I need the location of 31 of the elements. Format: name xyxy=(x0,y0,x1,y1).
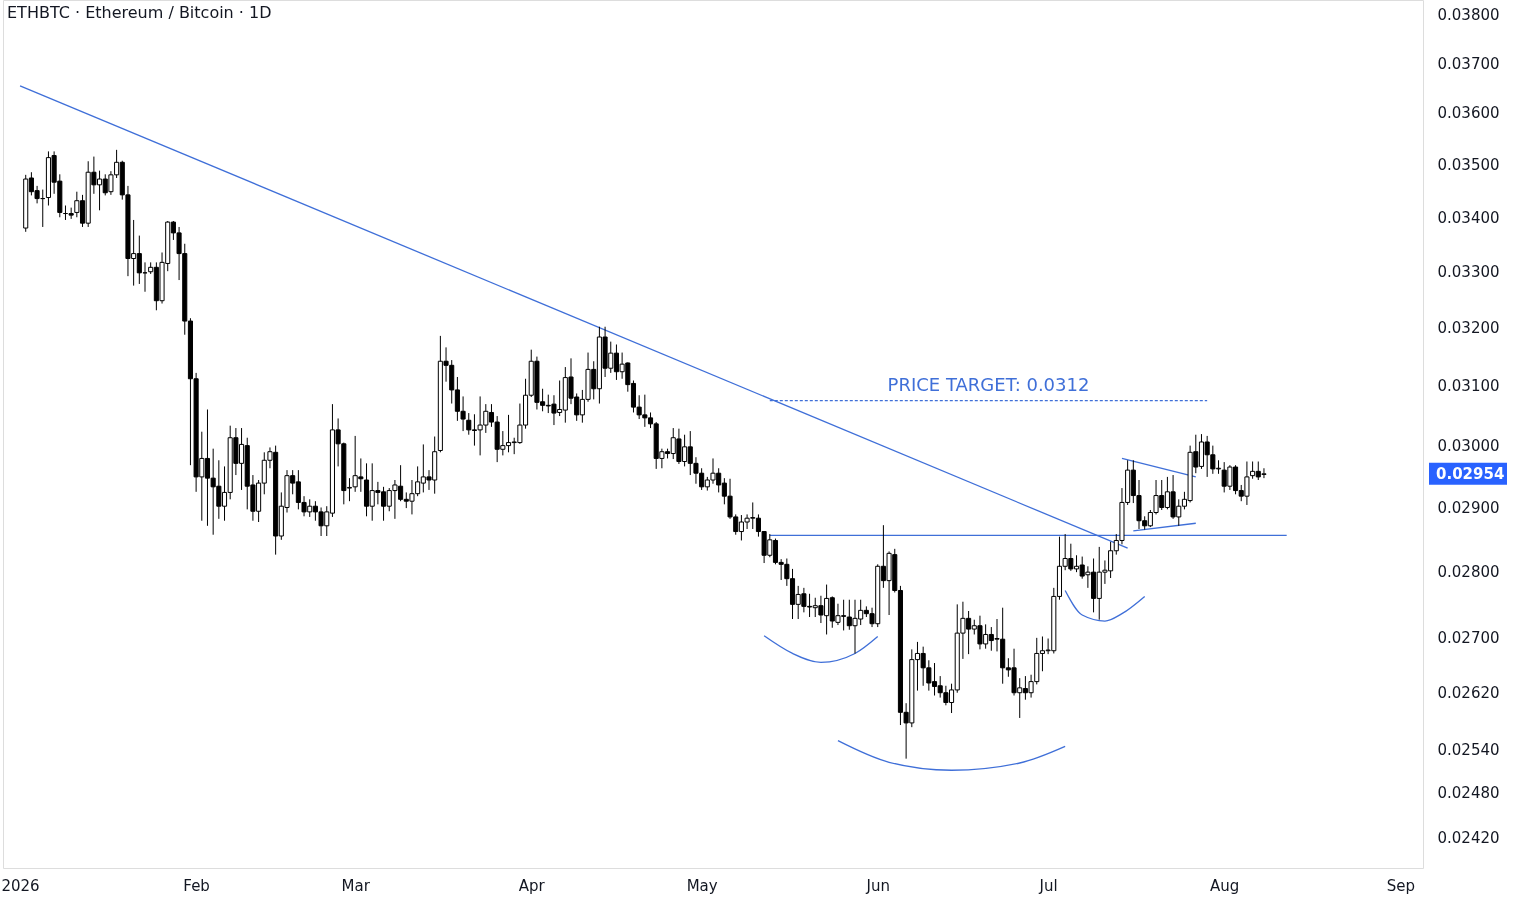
y-tick-label: 0.03600 xyxy=(1437,104,1500,123)
x-tick-label: Mar xyxy=(341,876,371,895)
y-tick-label: 0.02620 xyxy=(1437,684,1500,703)
y-tick-label: 0.03500 xyxy=(1437,155,1500,174)
x-tick-label: Sep xyxy=(1386,876,1415,895)
y-tick-label: 0.02900 xyxy=(1437,498,1500,517)
y-tick-label: 0.02540 xyxy=(1437,740,1500,759)
x-tick-label: Jun xyxy=(865,876,890,895)
x-tick-label: May xyxy=(686,876,718,895)
y-tick-label: 0.03300 xyxy=(1437,263,1500,282)
y-tick-label: 0.02800 xyxy=(1437,563,1500,581)
x-tick-label: Feb xyxy=(183,876,210,895)
y-tick-label: 0.03100 xyxy=(1437,377,1500,396)
x-tick-label: Aug xyxy=(1210,876,1240,895)
y-tick-label: 0.03200 xyxy=(1437,319,1500,338)
annotation: PRICE TARGET: 0.0312 xyxy=(887,373,1090,395)
y-tick-label: 0.02700 xyxy=(1437,629,1500,648)
line-series xyxy=(837,740,1066,771)
y-tick-label: 0.03700 xyxy=(1437,54,1500,73)
y-tick-label: 0.03000 xyxy=(1437,437,1500,456)
line-series xyxy=(1064,589,1146,622)
y-tick-label: 0.02480 xyxy=(1437,784,1500,803)
line-series xyxy=(763,635,879,663)
y-tick-label: 0.02420 xyxy=(1437,829,1500,848)
text: 0.02954 xyxy=(1436,464,1505,483)
x-tick-label: 2026 xyxy=(1,876,40,895)
x-tick-label: Jul xyxy=(1038,876,1058,895)
chart-title: ETHBTC · Ethereum / Bitcoin · 1D xyxy=(7,3,272,22)
y-tick-label: 0.03400 xyxy=(1437,208,1500,227)
y-tick-label: 0.03800 xyxy=(1437,5,1500,24)
x-tick-label: Apr xyxy=(518,876,546,895)
